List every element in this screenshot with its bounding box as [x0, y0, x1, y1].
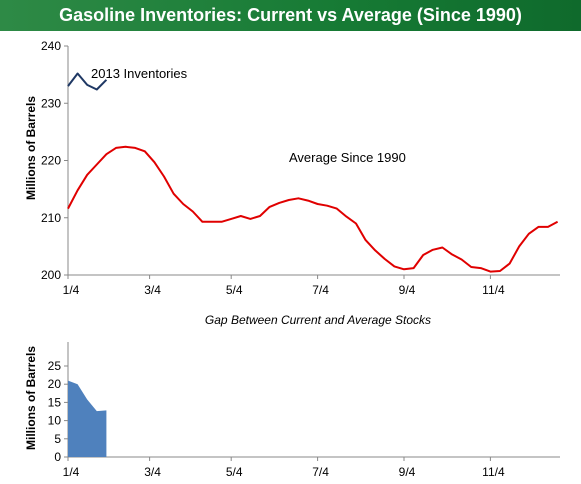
bottom-x-tick-label: 3/4: [144, 465, 161, 479]
top-x-tick-label: 11/4: [482, 283, 505, 297]
bottom-x-tick-label: 5/4: [226, 465, 243, 479]
top-y-tick-label: 220: [41, 154, 61, 168]
top-y-tick-label: 200: [41, 268, 61, 282]
top-x-ticks: 1/4 3/4 5/4 7/4 9/4 11/4: [63, 275, 505, 297]
bottom-y-tick-label: 25: [48, 359, 62, 373]
series-average-since-1990-line: [67, 145, 559, 273]
annotation-2013-inventories: 2013 Inventories: [91, 66, 188, 81]
annotation-average-since-1990: Average Since 1990: [289, 150, 406, 165]
top-series-group: [67, 72, 559, 273]
top-x-tick-label: 1/4: [63, 283, 80, 297]
top-x-tick-label: 9/4: [399, 283, 416, 297]
top-y-axis-label: Millions of Barrels: [24, 96, 38, 200]
top-y-tick-label: 230: [41, 96, 61, 110]
bottom-y-axis-label: Millions of Barrels: [24, 346, 38, 450]
top-x-tick-label: 5/4: [226, 283, 243, 297]
series-2013-inventories-line: [67, 72, 108, 91]
bottom-x-tick-label: 9/4: [399, 465, 416, 479]
top-x-tick-label: 3/4: [144, 283, 161, 297]
top-y-ticks: 200 210 220 230 240: [41, 39, 68, 282]
bottom-series-group: [68, 380, 107, 457]
bottom-y-tick-label: 15: [48, 395, 62, 409]
bottom-y-tick-label: 0: [54, 450, 61, 464]
bottom-y-tick-label: 20: [48, 377, 62, 391]
bottom-y-ticks: 0 5 10 15 20 25: [48, 359, 68, 464]
bottom-x-tick-label: 1/4: [63, 465, 80, 479]
bottom-x-ticks: 1/4 3/4 5/4 7/4 9/4 11/4: [63, 457, 505, 479]
top-y-tick-label: 210: [41, 211, 61, 225]
bottom-y-tick-label: 10: [48, 414, 62, 428]
chart-title: Gasoline Inventories: Current vs Average…: [0, 0, 581, 31]
bottom-x-tick-label: 7/4: [312, 465, 329, 479]
bottom-y-tick-label: 5: [54, 432, 61, 446]
top-x-tick-label: 7/4: [312, 283, 329, 297]
gap-chart-title: Gap Between Current and Average Stocks: [205, 313, 431, 327]
bottom-x-tick-label: 11/4: [482, 465, 505, 479]
top-y-tick-label: 240: [41, 39, 61, 53]
gap-area: [68, 380, 107, 457]
